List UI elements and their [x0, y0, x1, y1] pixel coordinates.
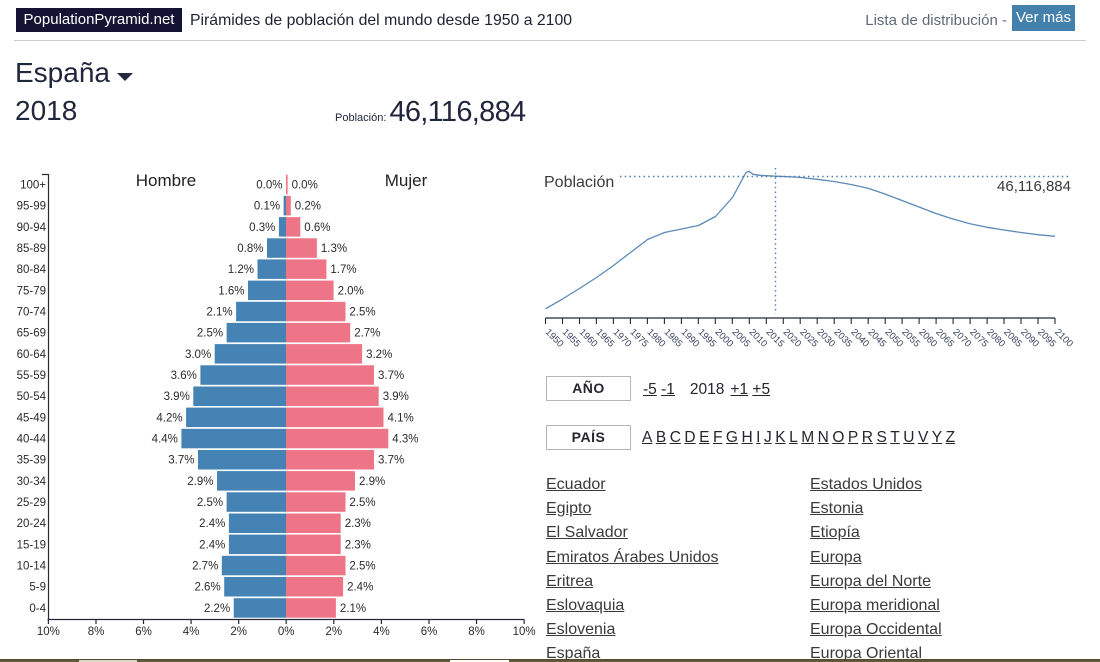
svg-text:2.4%: 2.4% — [199, 539, 225, 551]
svg-text:1.7%: 1.7% — [330, 264, 356, 276]
svg-text:Población: Población — [544, 174, 614, 191]
svg-text:Mujer: Mujer — [385, 171, 428, 190]
svg-text:20-24: 20-24 — [17, 518, 47, 530]
svg-text:0.0%: 0.0% — [256, 180, 282, 192]
svg-text:2.3%: 2.3% — [345, 518, 371, 530]
svg-text:2.7%: 2.7% — [354, 328, 380, 340]
svg-text:4%: 4% — [183, 626, 200, 638]
svg-text:2.1%: 2.1% — [340, 603, 366, 615]
svg-text:Hombre: Hombre — [136, 171, 196, 190]
svg-text:6%: 6% — [135, 626, 152, 638]
svg-text:85-89: 85-89 — [17, 243, 46, 255]
svg-text:2.4%: 2.4% — [199, 518, 225, 530]
svg-text:4.4%: 4.4% — [152, 434, 178, 446]
svg-text:15-19: 15-19 — [17, 539, 46, 551]
svg-text:4%: 4% — [373, 626, 390, 638]
svg-text:30-34: 30-34 — [17, 476, 47, 488]
svg-text:2.9%: 2.9% — [359, 476, 385, 488]
svg-text:3.9%: 3.9% — [164, 391, 190, 403]
svg-text:10%: 10% — [513, 626, 536, 638]
svg-text:8%: 8% — [468, 626, 485, 638]
svg-text:3.7%: 3.7% — [378, 455, 404, 467]
svg-text:80-84: 80-84 — [17, 264, 47, 276]
svg-text:10%: 10% — [37, 626, 60, 638]
svg-text:2.6%: 2.6% — [194, 582, 220, 594]
svg-text:75-79: 75-79 — [17, 285, 46, 297]
svg-text:2.5%: 2.5% — [349, 561, 375, 573]
svg-text:3.6%: 3.6% — [171, 370, 197, 382]
svg-text:3.2%: 3.2% — [366, 349, 392, 361]
svg-text:46,116,884: 46,116,884 — [997, 178, 1071, 195]
svg-text:8%: 8% — [88, 626, 105, 638]
svg-text:3.7%: 3.7% — [378, 370, 404, 382]
svg-text:2.2%: 2.2% — [204, 603, 230, 615]
svg-text:2.7%: 2.7% — [192, 561, 218, 573]
svg-text:1.3%: 1.3% — [321, 243, 347, 255]
svg-text:2.3%: 2.3% — [345, 539, 371, 551]
svg-text:6%: 6% — [421, 626, 438, 638]
svg-text:90-94: 90-94 — [17, 222, 47, 234]
svg-text:3.7%: 3.7% — [168, 455, 194, 467]
svg-text:0.8%: 0.8% — [237, 243, 263, 255]
svg-text:5-9: 5-9 — [29, 582, 46, 594]
svg-text:10-14: 10-14 — [17, 561, 47, 573]
svg-text:0.0%: 0.0% — [292, 180, 318, 192]
svg-text:45-49: 45-49 — [17, 412, 46, 424]
svg-text:3.0%: 3.0% — [185, 349, 211, 361]
svg-text:100+: 100+ — [20, 180, 46, 192]
svg-text:2%: 2% — [230, 626, 247, 638]
svg-text:4.1%: 4.1% — [388, 412, 414, 424]
svg-text:3.9%: 3.9% — [383, 391, 409, 403]
svg-text:2.1%: 2.1% — [206, 307, 232, 319]
svg-text:35-39: 35-39 — [17, 455, 46, 467]
svg-text:0.6%: 0.6% — [304, 222, 330, 234]
svg-text:2.0%: 2.0% — [338, 285, 364, 297]
svg-text:2.5%: 2.5% — [197, 497, 223, 509]
svg-text:0.1%: 0.1% — [254, 201, 280, 213]
svg-text:0-4: 0-4 — [29, 603, 46, 615]
svg-text:1950: 1950 — [543, 327, 566, 350]
svg-text:4.2%: 4.2% — [156, 412, 182, 424]
svg-text:60-64: 60-64 — [17, 349, 47, 361]
svg-text:2.5%: 2.5% — [197, 328, 223, 340]
svg-text:95-99: 95-99 — [17, 201, 46, 213]
svg-text:2.4%: 2.4% — [347, 582, 373, 594]
svg-text:0.3%: 0.3% — [249, 222, 275, 234]
svg-text:2.5%: 2.5% — [349, 497, 375, 509]
svg-text:25-29: 25-29 — [17, 497, 46, 509]
svg-text:65-69: 65-69 — [17, 328, 46, 340]
svg-text:40-44: 40-44 — [17, 434, 47, 446]
svg-text:4.3%: 4.3% — [392, 434, 418, 446]
svg-text:50-54: 50-54 — [17, 391, 47, 403]
svg-text:1.6%: 1.6% — [218, 285, 244, 297]
svg-text:2.9%: 2.9% — [187, 476, 213, 488]
svg-text:2.5%: 2.5% — [349, 307, 375, 319]
svg-text:0%: 0% — [278, 626, 295, 638]
svg-text:0.2%: 0.2% — [295, 201, 321, 213]
svg-text:70-74: 70-74 — [17, 307, 47, 319]
svg-text:55-59: 55-59 — [17, 370, 46, 382]
svg-text:2%: 2% — [325, 626, 342, 638]
svg-text:1.2%: 1.2% — [228, 264, 254, 276]
